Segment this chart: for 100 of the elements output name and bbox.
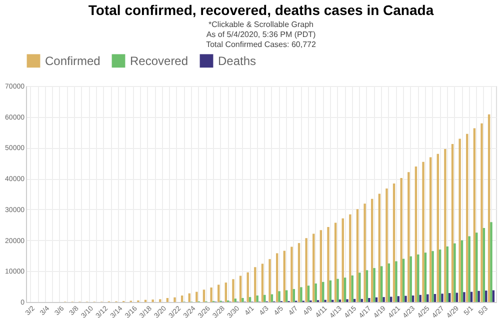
bar: [482, 228, 486, 302]
bar: [473, 128, 476, 302]
bar: [402, 258, 405, 302]
bar: [438, 250, 442, 302]
bar: [159, 299, 162, 302]
bar: [166, 298, 169, 302]
bar: [232, 279, 234, 302]
chart-subtitle: *Clickable & Scrollable Graph As of 5/4/2020, 5:36 PM (PDT) Total Confirmed Cases: 60,772: [206, 20, 316, 49]
bar: [344, 278, 346, 302]
bar: [441, 294, 444, 302]
bar: [382, 297, 385, 302]
bar: [429, 157, 432, 302]
bar: [320, 230, 322, 302]
bar: [419, 294, 422, 302]
bar: [422, 162, 424, 302]
bar: [242, 298, 244, 302]
bar: [298, 243, 300, 302]
bar: [446, 246, 448, 302]
bar: [224, 282, 228, 302]
bar: [261, 264, 264, 302]
bar: [305, 238, 308, 302]
bar: [400, 178, 402, 302]
bar: [378, 194, 381, 302]
bar: [417, 254, 420, 302]
bar: [448, 293, 451, 302]
bar: [485, 290, 488, 302]
bar: [490, 222, 492, 302]
bar: [451, 144, 454, 302]
bar: [432, 251, 434, 302]
bar: [327, 227, 330, 302]
bar: [246, 272, 249, 302]
bar: [336, 278, 339, 302]
bar: [412, 296, 414, 302]
bar: [364, 204, 366, 302]
bar: [368, 298, 370, 302]
bar: [434, 294, 436, 302]
bar: [392, 184, 396, 302]
bar: [292, 289, 295, 302]
bar: [300, 287, 302, 302]
bar: [424, 252, 427, 302]
bar: [322, 282, 324, 302]
bar: [470, 292, 473, 302]
bar: [218, 284, 220, 302]
bar: [408, 172, 410, 302]
bar: [426, 294, 429, 302]
bar: [202, 290, 206, 302]
bar: [210, 287, 212, 302]
bar: [478, 290, 480, 302]
bar: [334, 222, 337, 302]
bar: [290, 246, 293, 302]
bar: [388, 263, 390, 302]
bar: [466, 134, 468, 302]
bar: [463, 292, 466, 302]
bar: [314, 283, 317, 302]
bar: [366, 270, 368, 302]
bar: [174, 297, 176, 302]
bar: [329, 280, 332, 302]
bar: [312, 234, 315, 302]
bar: [180, 296, 184, 302]
bar: [456, 292, 458, 302]
bar: [444, 148, 446, 302]
bar: [283, 250, 286, 302]
bar: [454, 243, 456, 302]
bar: [234, 298, 237, 302]
bar: [476, 232, 478, 302]
bar: [276, 253, 278, 302]
bar: [358, 272, 361, 302]
bar: [468, 236, 470, 302]
bar: [351, 275, 354, 302]
bar: [436, 154, 439, 302]
bar: [254, 267, 256, 302]
bar: [268, 259, 271, 302]
chart-title: Total confirmed, recovered, deaths cases in Canada: [88, 2, 434, 18]
bar: [307, 286, 310, 302]
bar: [397, 296, 400, 302]
bar: [395, 261, 398, 302]
bar: [488, 114, 490, 302]
bar: [239, 276, 242, 302]
legend-label: Confirmed: [45, 54, 100, 68]
bar: [410, 256, 412, 302]
legend-label: Deaths: [218, 54, 256, 68]
bar: [264, 294, 266, 302]
bar: [460, 240, 464, 302]
legend-label: Recovered: [130, 54, 188, 68]
bar: [349, 214, 352, 302]
bar: [342, 218, 344, 302]
bar: [386, 188, 388, 302]
bar: [404, 296, 407, 302]
bar: [196, 292, 198, 302]
bar: [346, 299, 348, 302]
bar: [256, 296, 258, 302]
bar: [480, 123, 483, 302]
bar: [278, 291, 280, 302]
bar: [458, 138, 461, 302]
bar: [248, 297, 252, 302]
bar: [380, 266, 383, 302]
bar: [371, 198, 374, 302]
bar: [373, 268, 376, 302]
bar: [414, 166, 418, 302]
bar: [356, 209, 359, 302]
